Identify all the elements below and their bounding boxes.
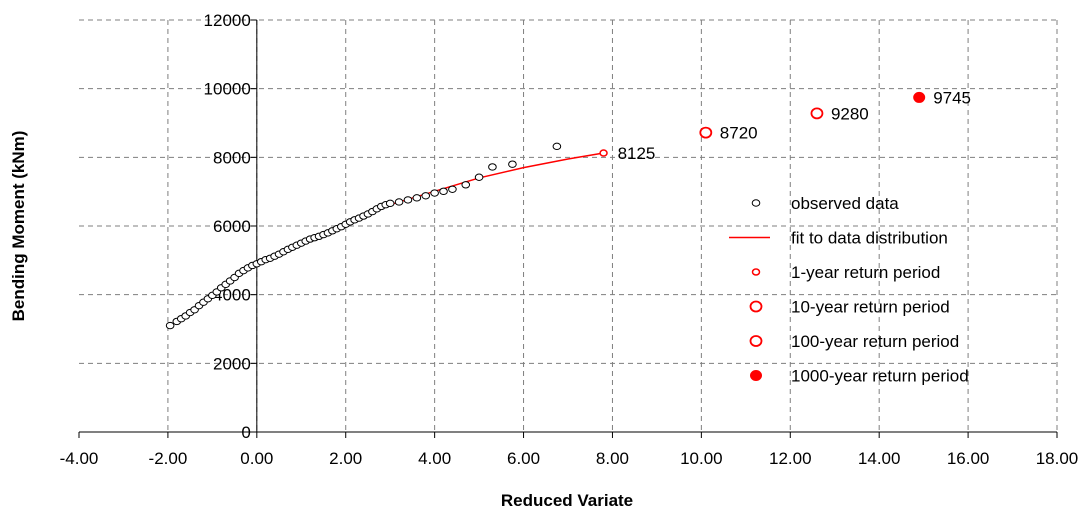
legend-entry: observed data (791, 194, 899, 213)
x-tick-label: 4.00 (418, 449, 451, 468)
x-tick-label: 14.00 (858, 449, 901, 468)
return-period-point (599, 149, 608, 157)
x-tick-label: 12.00 (769, 449, 812, 468)
observed-point (412, 194, 422, 202)
data-points (165, 91, 926, 330)
x-tick-label: 18.00 (1036, 449, 1079, 468)
observed-point (430, 189, 439, 197)
point-value-label: 8720 (720, 124, 758, 143)
tick-labels: -4.00 -2.00 0.00 2.00 4.00 6.00 8.00 10.00 12.00… (60, 11, 1079, 468)
y-tick-label: 2000 (213, 354, 251, 373)
legend-entry: 10-year return period (791, 298, 950, 317)
return-period-point (810, 107, 824, 120)
legend-marker (749, 335, 763, 347)
legend-entry: 100-year return period (791, 332, 959, 351)
legend-entry: 1-year return period (791, 263, 940, 282)
x-axis-title: Reduced Variate (501, 491, 633, 510)
legend: observed data fit to data distribution 1-y… (729, 194, 969, 386)
y-tick-label: 0 (241, 423, 250, 442)
point-value-label: 8125 (618, 144, 656, 163)
return-period-point (913, 91, 926, 103)
observed-point (421, 192, 431, 200)
observed-point (488, 163, 497, 171)
legend-marker (751, 268, 761, 276)
x-tick-label: 16.00 (947, 449, 990, 468)
observed-point (385, 199, 395, 208)
legend-marker (749, 300, 763, 313)
observed-point (403, 196, 413, 204)
axes (78, 19, 1058, 438)
legend-entry: 1000-year return period (791, 367, 969, 386)
observed-point (508, 160, 517, 168)
x-tick-label: -4.00 (60, 449, 99, 468)
x-tick-label: -2.00 (149, 449, 188, 468)
x-tick-label: 6.00 (507, 449, 540, 468)
observed-point (165, 321, 175, 330)
observed-point (448, 185, 457, 193)
point-value-label: 9745 (933, 88, 971, 107)
x-tick-label: 0.00 (240, 449, 273, 468)
y-axis-title: Bending Moment (kNm) (9, 131, 28, 322)
legend-marker (751, 199, 761, 207)
observed-point (461, 181, 471, 189)
y-tick-label: 10000 (204, 80, 251, 99)
x-tick-label: 10.00 (680, 449, 723, 468)
point-labels: 8125 8720 9280 9745 (618, 88, 971, 163)
y-tick-label: 6000 (213, 217, 251, 236)
y-tick-label: 12000 (204, 11, 251, 30)
gridlines (79, 19, 1058, 432)
return-period-point (699, 126, 713, 139)
observed-point (474, 173, 484, 181)
observed-point (552, 142, 562, 151)
legend-entry: fit to data distribution (791, 229, 948, 248)
legend-marker (750, 370, 762, 381)
y-tick-label: 8000 (213, 148, 251, 167)
observed-point (439, 187, 448, 196)
x-tick-label: 8.00 (596, 449, 629, 468)
observed-point (394, 198, 404, 206)
point-value-label: 9280 (831, 104, 869, 123)
x-tick-label: 2.00 (329, 449, 362, 468)
